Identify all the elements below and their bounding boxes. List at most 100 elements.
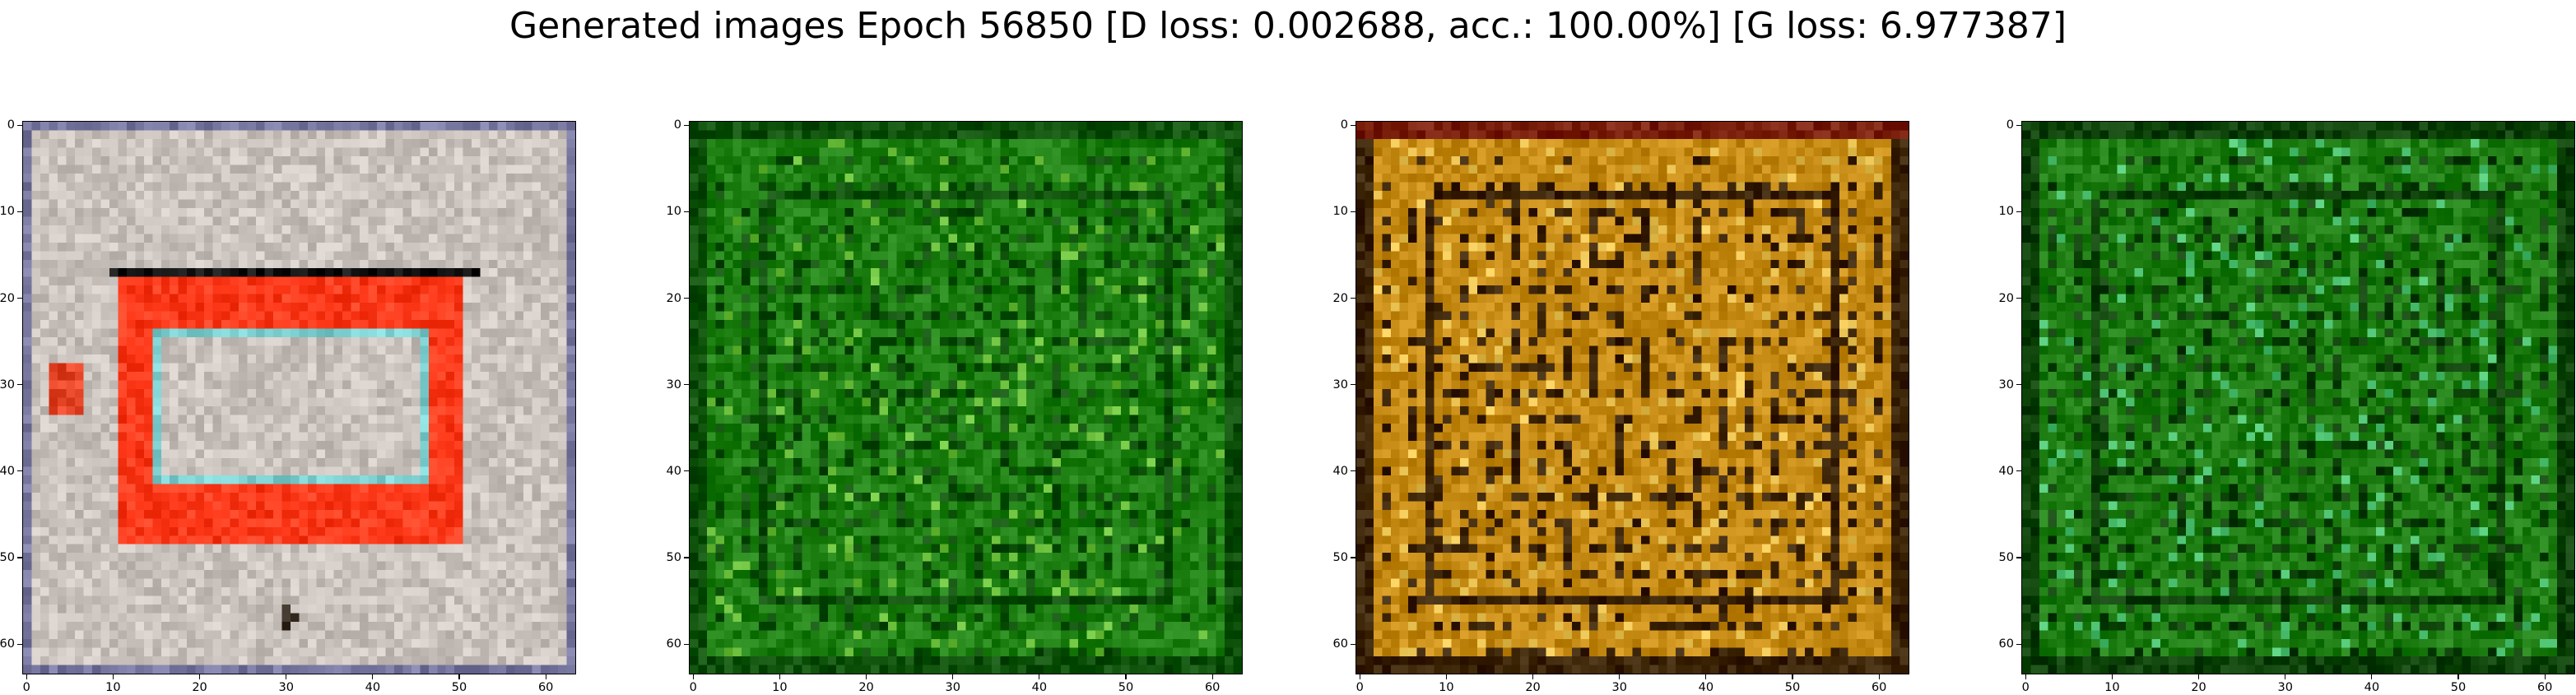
x-tick-label: 0	[689, 681, 697, 694]
x-tick-mark	[2025, 674, 2026, 679]
x-tick-mark	[1125, 674, 1127, 679]
image-pixels-4	[2022, 122, 2574, 674]
x-tick-label: 40	[2364, 681, 2380, 694]
image-pixels-2	[690, 122, 1242, 674]
y-tick-mark	[684, 384, 689, 386]
y-tick-mark	[2016, 384, 2021, 386]
y-tick-mark	[1351, 297, 1355, 299]
y-tick-label: 40	[1332, 464, 1348, 478]
y-tick-mark	[2016, 297, 2021, 299]
x-tick-mark	[112, 674, 114, 679]
y-tick-mark	[684, 124, 689, 126]
y-tick-label: 40	[1998, 464, 2014, 478]
x-tick-mark	[779, 674, 780, 679]
y-tick-label: 10	[1998, 205, 2014, 219]
y-tick-label: 60	[1332, 637, 1348, 651]
image-pixels-3	[1356, 122, 1909, 674]
y-tick-mark	[1351, 124, 1355, 126]
y-tick-mark	[2016, 211, 2021, 212]
x-tick-label: 10	[1439, 681, 1454, 694]
x-tick-label: 50	[2450, 681, 2467, 694]
y-tick-mark	[17, 211, 22, 212]
x-tick-mark	[1792, 674, 1793, 679]
y-tick-label: 60	[666, 637, 681, 651]
x-tick-label: 50	[451, 681, 467, 694]
y-tick-label: 50	[1332, 550, 1348, 564]
y-tick-label: 60	[0, 637, 15, 651]
x-tick-label: 0	[22, 681, 30, 694]
x-tick-mark	[1619, 674, 1620, 679]
x-tick-label: 20	[192, 681, 207, 694]
x-tick-label: 0	[1355, 681, 1364, 694]
y-tick-mark	[684, 643, 689, 645]
x-tick-label: 10	[772, 681, 788, 694]
y-tick-mark	[2016, 470, 2021, 472]
y-tick-mark	[2016, 643, 2021, 645]
x-tick-mark	[458, 674, 460, 679]
x-tick-label: 40	[1031, 681, 1048, 694]
y-tick-mark	[684, 470, 689, 472]
y-tick-mark	[684, 211, 689, 212]
x-tick-mark	[2197, 674, 2200, 679]
generated-image-1	[22, 121, 576, 674]
y-tick-label: 30	[666, 378, 681, 392]
y-tick-mark	[684, 297, 689, 299]
x-tick-mark	[2371, 674, 2373, 679]
x-tick-label: 20	[2191, 681, 2206, 694]
x-tick-mark	[692, 674, 694, 679]
y-tick-mark	[2016, 124, 2021, 126]
x-tick-label: 30	[278, 681, 294, 694]
x-tick-label: 40	[365, 681, 381, 694]
x-tick-label: 60	[1871, 681, 1887, 694]
generated-image-3	[1355, 121, 1909, 674]
y-tick-mark	[1351, 211, 1355, 212]
x-tick-mark	[1445, 674, 1447, 679]
y-tick-mark	[17, 643, 22, 645]
x-tick-mark	[865, 674, 867, 679]
y-tick-mark	[1351, 470, 1355, 472]
y-tick-label: 20	[666, 291, 681, 305]
y-tick-mark	[17, 124, 22, 126]
x-tick-mark	[26, 674, 27, 679]
y-tick-label: 60	[1998, 637, 2014, 651]
y-tick-label: 40	[0, 464, 15, 478]
x-tick-label: 10	[105, 681, 121, 694]
y-tick-label: 0	[7, 118, 15, 132]
x-tick-label: 10	[2104, 681, 2120, 694]
x-tick-mark	[952, 674, 954, 679]
y-tick-label: 20	[1998, 291, 2014, 305]
y-tick-label: 20	[1332, 291, 1348, 305]
x-tick-label: 60	[1204, 681, 1221, 694]
x-tick-mark	[2457, 674, 2459, 679]
x-tick-label: 60	[2536, 681, 2553, 694]
y-tick-mark	[17, 557, 22, 558]
y-tick-label: 0	[673, 118, 681, 132]
x-tick-label: 60	[537, 681, 554, 694]
x-tick-label: 40	[1698, 681, 1714, 694]
generated-image-2	[689, 121, 1243, 674]
x-tick-mark	[1532, 674, 1534, 679]
y-tick-mark	[2016, 557, 2021, 558]
y-tick-label: 50	[1998, 550, 2014, 564]
x-tick-mark	[1878, 674, 1880, 679]
x-tick-label: 0	[2021, 681, 2030, 694]
x-tick-mark	[1211, 674, 1213, 679]
y-tick-label: 50	[666, 550, 681, 564]
x-tick-mark	[2544, 674, 2546, 679]
generated-image-4	[2021, 121, 2575, 674]
y-tick-mark	[1351, 557, 1355, 558]
x-tick-label: 30	[1611, 681, 1627, 694]
x-tick-mark	[198, 674, 201, 679]
x-tick-label: 30	[2277, 681, 2293, 694]
y-tick-label: 20	[0, 291, 15, 305]
x-tick-label: 20	[858, 681, 874, 694]
figure-title: Generated images Epoch 56850 [D loss: 0.…	[509, 5, 2067, 47]
x-tick-mark	[372, 674, 374, 679]
y-tick-label: 0	[2006, 118, 2014, 132]
y-tick-label: 30	[1332, 378, 1348, 392]
y-tick-label: 40	[666, 464, 681, 478]
y-tick-mark	[17, 384, 22, 386]
y-tick-label: 10	[0, 205, 15, 219]
y-tick-label: 0	[1340, 118, 1348, 132]
x-tick-label: 20	[1525, 681, 1541, 694]
